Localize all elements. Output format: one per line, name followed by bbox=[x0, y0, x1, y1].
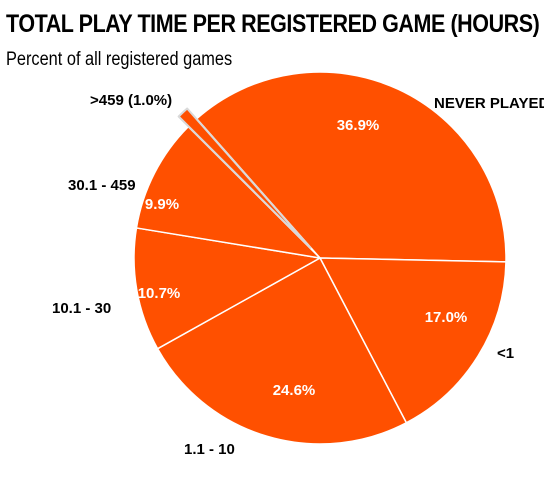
slice-category-label: 30.1 - 459 bbox=[68, 177, 136, 194]
slice-value-label: 36.9% bbox=[337, 117, 380, 134]
slice-category-label: 10.1 - 30 bbox=[52, 300, 111, 317]
slice-value-label: 9.9% bbox=[145, 196, 179, 213]
slice-category-label: 1.1 - 10 bbox=[184, 441, 235, 458]
pie-slice bbox=[319, 257, 507, 424]
pie-slice bbox=[156, 257, 408, 445]
pie-slice bbox=[135, 125, 321, 259]
pie-slice bbox=[196, 71, 507, 263]
slice-value-label: 10.7% bbox=[138, 285, 181, 302]
slice-category-label: <1 bbox=[497, 345, 514, 362]
slice-category-label: NEVER PLAYED bbox=[434, 95, 544, 112]
chart-subtitle: Percent of all registered games bbox=[6, 49, 233, 70]
chart-title: TOTAL PLAY TIME PER REGISTERED GAME (HOU… bbox=[6, 10, 540, 38]
slice-value-label: 24.6% bbox=[273, 382, 316, 399]
pie-slice bbox=[177, 107, 312, 249]
slice-value-label: 17.0% bbox=[425, 309, 468, 326]
slice-category-label: >459 (1.0%) bbox=[90, 92, 172, 109]
pie-slice bbox=[133, 227, 321, 350]
